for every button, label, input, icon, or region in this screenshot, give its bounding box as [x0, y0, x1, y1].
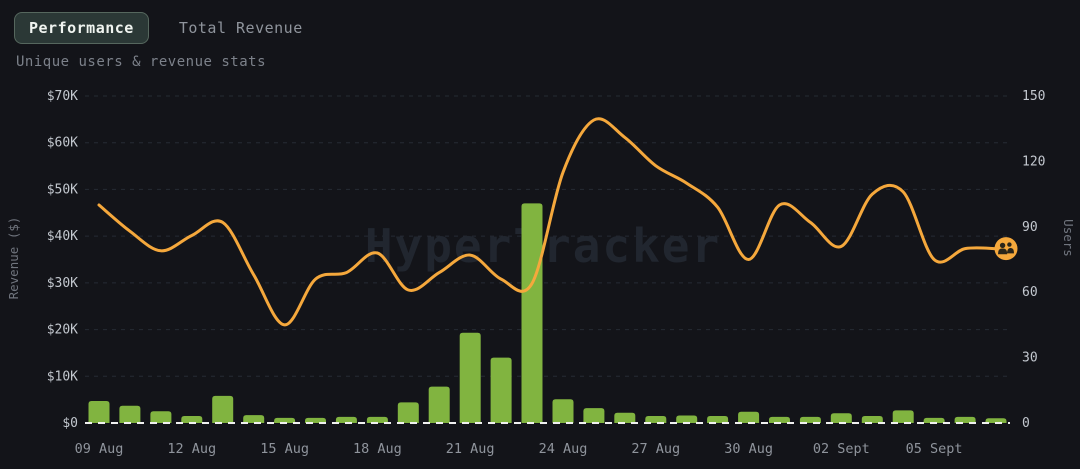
revenue-bar[interactable]	[769, 416, 790, 423]
y-axis-tick-label: $40K	[47, 229, 78, 244]
revenue-bar[interactable]	[274, 417, 296, 423]
revenue-bar[interactable]	[861, 416, 883, 423]
revenue-bar[interactable]	[892, 410, 914, 423]
y-axis-tick-label: $70K	[47, 89, 78, 104]
revenue-bar[interactable]	[305, 417, 326, 423]
revenue-bar[interactable]	[954, 416, 976, 423]
x-axis-tick-label: 30 Aug	[724, 441, 773, 457]
tab-performance[interactable]: Performance	[14, 12, 149, 44]
users-line-end-marker	[994, 237, 1018, 261]
revenue-bar[interactable]	[521, 203, 543, 423]
chart-subtitle: Unique users & revenue stats	[16, 54, 267, 70]
x-axis-tick-label: 27 Aug	[631, 441, 680, 457]
revenue-bar[interactable]	[738, 411, 760, 423]
x-axis-tick-label: 21 Aug	[446, 441, 495, 457]
tab-total-revenue[interactable]: Total Revenue	[178, 19, 303, 37]
y-axis-tick-label: $30K	[47, 276, 78, 291]
revenue-bar[interactable]	[676, 415, 698, 424]
revenue-bar[interactable]	[243, 415, 265, 423]
y-axis-tick-label: $20K	[47, 323, 78, 338]
y-axis-tick-label: $60K	[47, 136, 78, 151]
revenue-bars	[88, 203, 1007, 424]
revenue-bar[interactable]	[459, 332, 481, 423]
users-icon	[994, 237, 1018, 261]
y2-axis-tick-label: 90	[1022, 220, 1038, 235]
y2-axis-tick-label: 0	[1022, 416, 1030, 431]
revenue-bar[interactable]	[707, 416, 729, 423]
y2-axis-title: Users	[1061, 219, 1076, 257]
y2-axis-tick-label: 60	[1022, 285, 1038, 300]
x-axis-tick-label: 18 Aug	[353, 441, 402, 457]
revenue-bar[interactable]	[552, 399, 574, 423]
y-axis-title: Revenue ($)	[6, 217, 21, 300]
revenue-bar[interactable]	[119, 405, 141, 423]
revenue-bar[interactable]	[181, 416, 203, 423]
users-line	[97, 117, 1008, 327]
revenue-bar[interactable]	[212, 395, 234, 423]
revenue-bar[interactable]	[366, 416, 388, 423]
revenue-bar[interactable]	[88, 401, 110, 423]
x-axis-tick-label: 24 Aug	[539, 441, 588, 457]
x-axis-tick-label: 02 Sept	[813, 441, 870, 457]
y-axis-tick-label: $50K	[47, 182, 78, 197]
revenue-bar[interactable]	[150, 411, 172, 423]
revenue-bar[interactable]	[923, 417, 945, 423]
y-axis-tick-label: $10K	[47, 369, 78, 384]
y2-axis-tick-label: 120	[1022, 154, 1045, 169]
x-axis-tick-label: 12 Aug	[167, 441, 216, 457]
tab-bar: Performance Total Revenue	[14, 12, 303, 44]
revenue-bar[interactable]	[645, 416, 667, 423]
revenue-bar[interactable]	[614, 412, 636, 423]
revenue-bar[interactable]	[799, 416, 821, 423]
y2-axis-tick-label: 30	[1022, 351, 1038, 366]
revenue-bar[interactable]	[428, 386, 450, 423]
revenue-bar[interactable]	[583, 408, 605, 423]
revenue-bar[interactable]	[490, 357, 512, 423]
revenue-bar[interactable]	[397, 402, 419, 423]
y-axis-tick-label: $0	[62, 416, 78, 431]
revenue-bar[interactable]	[985, 418, 1007, 423]
x-axis-tick-label: 05 Sept	[906, 441, 963, 457]
x-axis-tick-label: 09 Aug	[75, 441, 124, 457]
revenue-bar[interactable]	[335, 416, 357, 423]
y2-axis-tick-label: 150	[1022, 89, 1045, 104]
x-axis-tick-label: 15 Aug	[260, 441, 309, 457]
revenue-bar[interactable]	[830, 413, 852, 423]
